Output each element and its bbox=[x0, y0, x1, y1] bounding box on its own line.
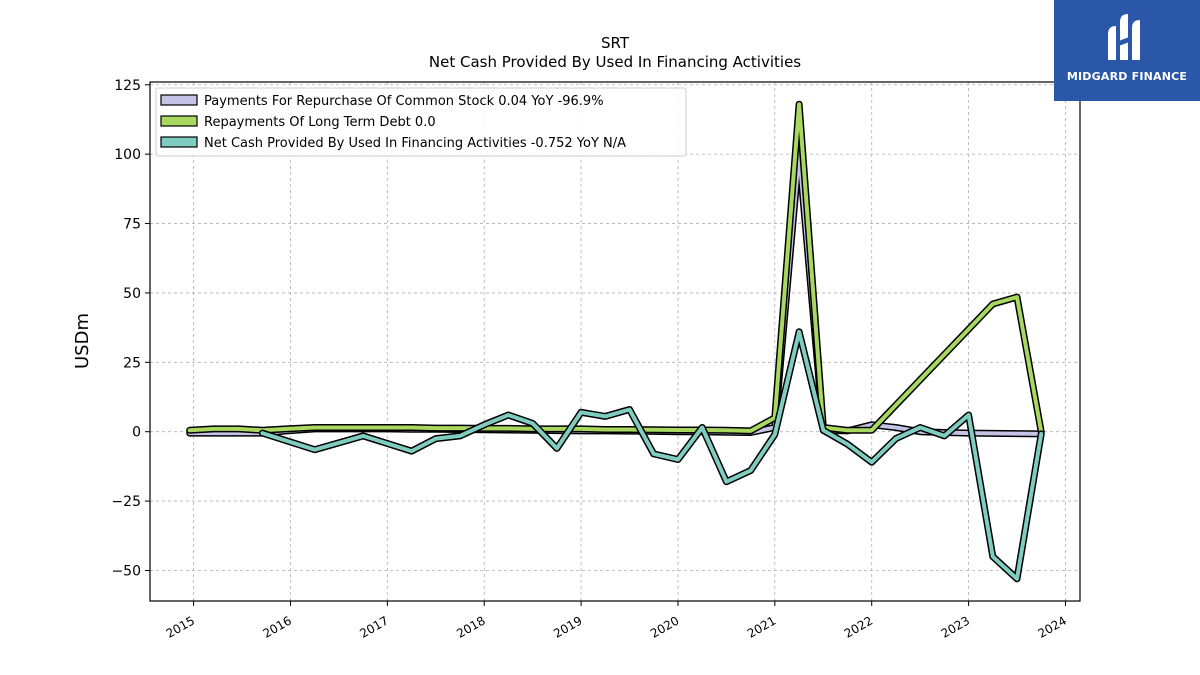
y-tick-label: 75 bbox=[123, 217, 141, 233]
x-tick-label: 2021 bbox=[745, 613, 778, 640]
grid bbox=[150, 82, 1080, 601]
x-tick-label: 2024 bbox=[1036, 613, 1069, 640]
y-tick-label: 0 bbox=[132, 425, 141, 441]
y-tick-label: −50 bbox=[111, 563, 141, 579]
y-tick-label: −25 bbox=[111, 494, 141, 510]
legend-box bbox=[155, 87, 687, 157]
legend-swatch-2 bbox=[160, 136, 198, 148]
legend-entry-1: Repayments Of Long Term Debt 0.0 bbox=[204, 115, 436, 130]
plot-frame bbox=[149, 81, 1081, 602]
x-tick-label: 2022 bbox=[842, 613, 875, 640]
chart-subtitle: Net Cash Provided By Used In Financing A… bbox=[429, 53, 801, 71]
chart-title: SRT bbox=[601, 34, 630, 52]
x-axis-ticks: 2015 2016 2017 2018 2019 2020 2021 2022 2023 2024 bbox=[164, 601, 1069, 641]
x-tick-label: 2018 bbox=[454, 613, 487, 640]
y-axis-ticks: −50 −25 0 25 50 75 100 125 bbox=[111, 78, 150, 579]
y-tick-label: 50 bbox=[123, 286, 141, 302]
legend-swatch-0 bbox=[160, 94, 198, 106]
midgard-logo-icon bbox=[1108, 14, 1140, 60]
x-tick-label: 2020 bbox=[648, 613, 681, 640]
series-lines bbox=[186, 100, 1045, 583]
legend-entry-0: Payments For Repurchase Of Common Stock … bbox=[204, 94, 604, 109]
x-tick-label: 2017 bbox=[357, 613, 390, 640]
x-tick-label: 2016 bbox=[261, 613, 294, 640]
legend: Payments For Repurchase Of Common Stock … bbox=[155, 87, 687, 157]
y-tick-label: 25 bbox=[123, 355, 141, 371]
legend-entry-2: Net Cash Provided By Used In Financing A… bbox=[204, 136, 626, 151]
x-tick-label: 2023 bbox=[939, 613, 972, 640]
y-axis-label: USDm bbox=[72, 313, 93, 369]
brand-logo: MIDGARD FINANCE bbox=[1054, 0, 1200, 101]
legend-swatch-1 bbox=[160, 115, 198, 127]
series-line-2 bbox=[260, 329, 1044, 581]
brand-name: MIDGARD FINANCE bbox=[1066, 70, 1188, 83]
y-tick-label: 125 bbox=[114, 78, 141, 94]
x-tick-label: 2019 bbox=[551, 613, 584, 640]
y-tick-label: 100 bbox=[114, 147, 141, 163]
series-outline-2 bbox=[258, 328, 1045, 583]
x-tick-label: 2015 bbox=[164, 613, 197, 640]
